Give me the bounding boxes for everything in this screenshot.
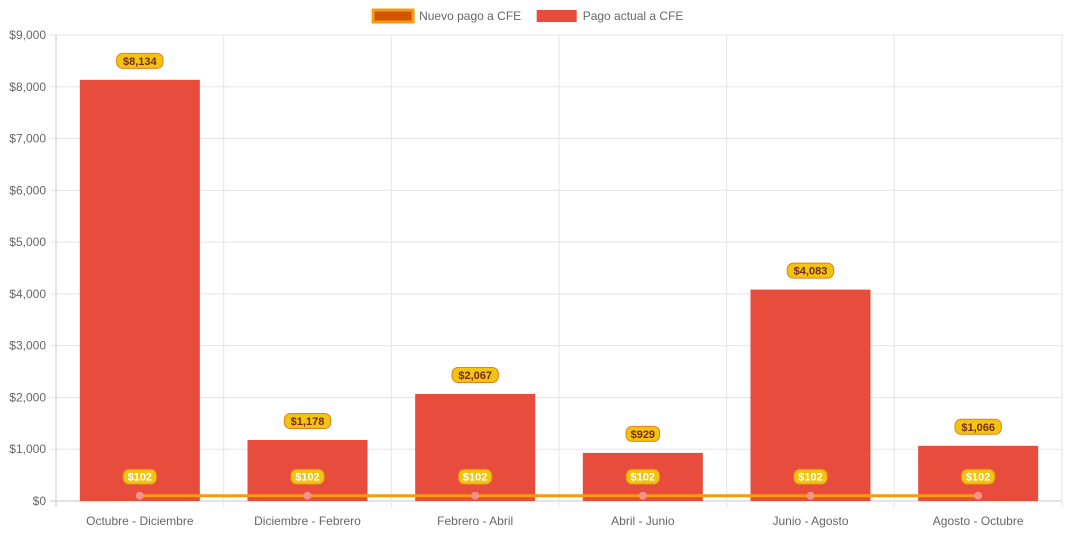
bar-value-label: $929 [631, 429, 655, 441]
line-value-label-badge [960, 468, 996, 485]
y-tick-label: $5,000 [9, 235, 46, 249]
grid [50, 34, 1063, 507]
legend: Nuevo pago a CFE Pago actual a CFE [371, 8, 684, 24]
bar-value-label-badge [625, 425, 661, 442]
legend-nuevo-swatch[interactable] [371, 8, 415, 24]
y-tick-label: $9,000 [9, 28, 46, 42]
bar-value-label-badge [283, 413, 332, 430]
x-tick-label: Diciembre - Febrero [254, 514, 361, 528]
data-labels: $8,134 $1,178 $2,067 $929 $4,083 $1,066 $102 $1… [116, 52, 1002, 485]
line-value-label-badge [290, 468, 325, 485]
line-point [806, 491, 815, 500]
line-series [135, 491, 983, 500]
line-point [303, 491, 312, 500]
bar-value-label-badge [116, 52, 164, 69]
bar-value-label-badge [954, 418, 1002, 435]
y-tick-label: $2,000 [9, 390, 46, 404]
bar-value-label: $4,083 [794, 266, 828, 278]
bar [750, 289, 871, 501]
x-tick-label: Abril - Junio [611, 514, 675, 528]
y-tick-label: $8,000 [9, 80, 46, 94]
axes: $0 $1,000 $2,000 $3,000 $4,000 $5,000 $6,000 $7… [9, 28, 1024, 528]
line-value-label-badge [457, 468, 493, 485]
line-value-label-badge [625, 468, 661, 485]
y-tick-label: $1,000 [9, 442, 46, 456]
bar-value-label: $8,134 [123, 56, 158, 68]
line-point [974, 491, 983, 500]
bar-value-label: $2,067 [458, 370, 492, 382]
line-point [638, 491, 647, 500]
y-tick-label: $4,000 [9, 287, 46, 301]
line-value-label-badge [793, 468, 828, 485]
legend-nuevo-label[interactable]: Nuevo pago a CFE [419, 9, 521, 23]
bar-value-label-badge [786, 262, 835, 279]
x-tick-label: Agosto - Octubre [933, 514, 1024, 528]
bar [415, 393, 536, 501]
line-value-label-badge [122, 468, 158, 485]
line-value-label: $102 [631, 472, 655, 484]
x-tick-label: Junio - Agosto [772, 514, 848, 528]
y-tick-label: $6,000 [9, 183, 46, 197]
bar-value-label: $1,178 [291, 416, 325, 428]
y-tick-label: $3,000 [9, 339, 46, 353]
bar-value-label-badge [451, 366, 499, 383]
line-value-label: $102 [128, 472, 152, 484]
line-point [135, 491, 144, 500]
line-value-label: $102 [463, 472, 487, 484]
line-value-label: $102 [966, 472, 990, 484]
y-tick-label: $0 [33, 494, 47, 508]
bar [79, 79, 200, 502]
x-tick-label: Octubre - Diciembre [86, 514, 194, 528]
legend-actual-swatch[interactable] [536, 10, 577, 22]
y-tick-label: $7,000 [9, 132, 46, 146]
x-tick-label: Febrero - Abril [437, 514, 513, 528]
line-point [471, 491, 480, 500]
line-value-label: $102 [295, 472, 319, 484]
line-value-label: $102 [798, 472, 822, 484]
bar-value-label: $1,066 [961, 422, 995, 434]
legend-actual-label[interactable]: Pago actual a CFE [583, 9, 684, 23]
